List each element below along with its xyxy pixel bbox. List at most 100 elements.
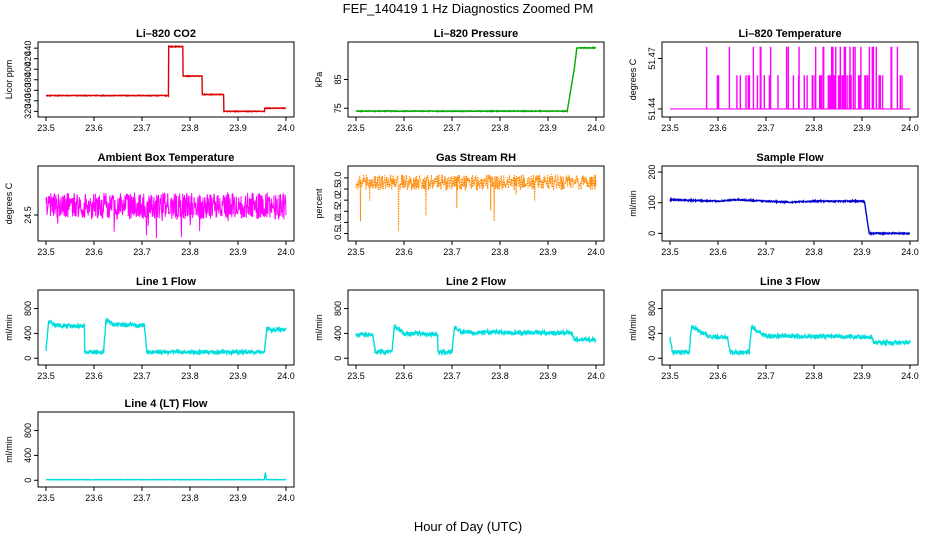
y-tick-label: 380 [23, 72, 33, 87]
y-tick-label: 400 [333, 326, 343, 341]
series-line [45, 317, 287, 357]
x-tick-label: 23.8 [181, 247, 199, 257]
y-tick-label: 200 [647, 165, 657, 180]
panel-title: Line 1 Flow [136, 276, 196, 288]
x-tick-label: 23.6 [85, 371, 103, 381]
x-tick-label: 23.9 [229, 371, 247, 381]
panel-3: Ambient Box Temperature 23.5 23.6 23.7 23.8 2… [4, 152, 295, 257]
x-tick-label: 24.0 [277, 247, 295, 257]
panel-9: Line 4 (LT) Flow 23.5 23.6 23.7 23.8 23.9 24.0… [4, 398, 295, 503]
x-tick-label: 23.8 [181, 493, 199, 503]
x-tick-label: 24.0 [901, 371, 919, 381]
x-tick-label: 23.6 [85, 123, 103, 133]
y-axis-label: ml/min [628, 190, 638, 217]
x-tick-label: 23.5 [37, 371, 55, 381]
y-tick-label: 0 [333, 356, 343, 361]
figure-xlabel: Hour of Day (UTC) [414, 519, 522, 534]
x-tick-label: 24.0 [901, 123, 919, 133]
x-tick-label: 23.5 [661, 247, 679, 257]
y-tick-label: 0 [23, 356, 33, 361]
x-tick-label: 23.9 [853, 371, 871, 381]
x-tick-label: 23.5 [347, 371, 365, 381]
y-axis-label: ml/min [628, 314, 638, 341]
x-tick-label: 24.0 [901, 247, 919, 257]
x-tick-label: 23.8 [181, 123, 199, 133]
series-line [45, 192, 287, 239]
x-tick-label: 23.7 [757, 247, 775, 257]
x-tick-label: 23.8 [805, 247, 823, 257]
x-tick-label: 23.7 [133, 371, 151, 381]
x-tick-label: 24.0 [587, 247, 605, 257]
panel-title: Ambient Box Temperature [98, 152, 235, 164]
x-tick-label: 23.5 [347, 247, 365, 257]
series-line [45, 44, 287, 114]
y-tick-label: 75 [333, 103, 343, 113]
x-tick-label: 23.6 [395, 247, 413, 257]
y-axis-label: kPa [314, 72, 324, 88]
y-tick-label: 440 [23, 41, 33, 56]
x-tick-label: 24.0 [587, 371, 605, 381]
panel-2: Li–820 Temperature 23.5 23.6 23.7 23.8 23.9 24… [628, 28, 919, 133]
y-tick-label: 0 [647, 231, 657, 236]
x-tick-label: 23.9 [229, 123, 247, 133]
panel-grid: Li–820 CO2 23.5 23.6 23.7 23.8 23.9 24.0 320340… [4, 28, 919, 503]
x-tick-label: 23.7 [133, 493, 151, 503]
x-tick-label: 23.5 [37, 123, 55, 133]
y-tick-label: 51.44 [647, 98, 657, 121]
y-tick-label: 400 [23, 326, 33, 341]
y-axis-label: percent [314, 188, 324, 219]
x-tick-label: 23.5 [661, 371, 679, 381]
y-tick-label: 360 [23, 83, 33, 98]
figure-title: FEF_140419 1 Hz Diagnostics Zoomed PM [343, 1, 594, 16]
x-tick-label: 23.6 [709, 371, 727, 381]
panel-7: Line 2 Flow 23.5 23.6 23.7 23.8 23.9 24.0 0 400 8… [314, 276, 605, 381]
series-line [355, 46, 597, 114]
series-2 [670, 46, 910, 110]
y-tick-label: 400 [647, 326, 657, 341]
y-tick-label: 340 [23, 93, 33, 108]
panel-1: Li–820 Pressure 23.5 23.6 23.7 23.8 23.9 24.0 7… [314, 28, 605, 133]
panel-0: Li–820 CO2 23.5 23.6 23.7 23.8 23.9 24.0 320340… [4, 28, 295, 133]
panel-title: Li–820 Pressure [434, 28, 518, 40]
y-tick-label: 0 [23, 478, 33, 483]
panel-title: Gas Stream RH [436, 152, 516, 164]
series-4 [355, 173, 597, 232]
panel-title: Li–820 Temperature [738, 28, 841, 40]
y-tick-label: 85 [333, 74, 343, 84]
series-line [355, 173, 597, 232]
y-axis-label: ml/min [4, 314, 14, 341]
x-tick-label: 23.6 [85, 247, 103, 257]
y-tick-label: 0 [647, 356, 657, 361]
y-tick-label: 1.5 [333, 205, 343, 218]
x-tick-label: 23.8 [491, 371, 509, 381]
series-line [669, 196, 911, 237]
x-tick-label: 23.5 [37, 247, 55, 257]
y-axis-label: degrees C [628, 58, 638, 100]
y-axis-label: ml/min [4, 436, 14, 463]
x-tick-label: 23.7 [133, 247, 151, 257]
x-tick-label: 23.6 [395, 371, 413, 381]
x-tick-label: 23.8 [181, 371, 199, 381]
x-tick-label: 23.8 [805, 123, 823, 133]
y-tick-label: 800 [23, 301, 33, 316]
plot-frame [347, 165, 605, 242]
x-tick-label: 23.6 [85, 493, 103, 503]
y-tick-label: 800 [333, 301, 343, 316]
x-tick-label: 23.5 [37, 493, 55, 503]
x-tick-label: 23.9 [539, 123, 557, 133]
panel-8: Line 3 Flow 23.5 23.6 23.7 23.8 23.9 24.0 0 400 8… [628, 276, 919, 381]
series-0 [45, 44, 287, 114]
y-tick-label: 320 [23, 104, 33, 119]
y-axis-label: Licor ppm [4, 60, 14, 100]
x-tick-label: 23.7 [443, 371, 461, 381]
x-tick-label: 23.9 [229, 493, 247, 503]
plot-frame [37, 289, 295, 366]
y-tick-label: 800 [23, 423, 33, 438]
y-tick-label: 24.5 [23, 206, 33, 224]
y-tick-label: 3.0 [333, 172, 343, 185]
series-line [669, 324, 911, 357]
series-3 [45, 192, 287, 239]
panel-title: Sample Flow [756, 152, 824, 164]
y-axis-label: degrees C [4, 182, 14, 224]
